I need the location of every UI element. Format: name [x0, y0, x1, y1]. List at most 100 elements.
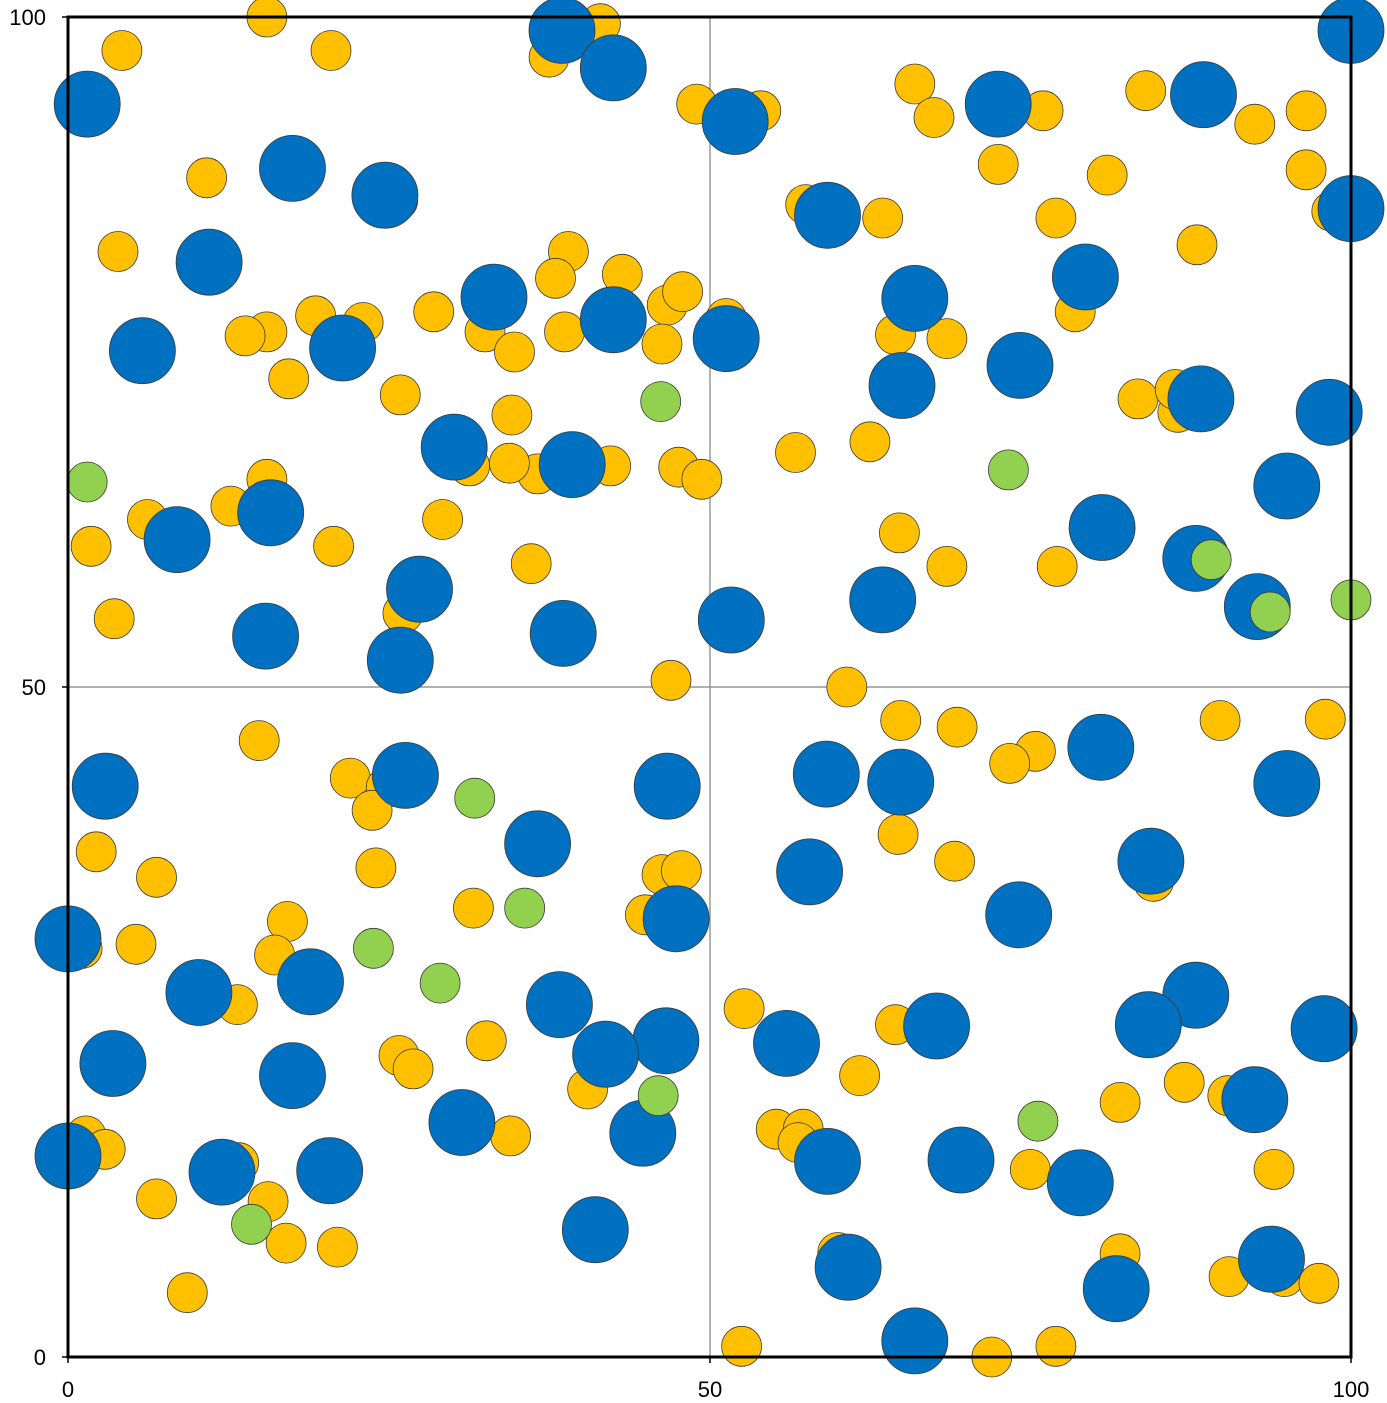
- data-point-bubble: [640, 381, 682, 423]
- data-point-bubble: [926, 318, 968, 360]
- data-point-bubble: [232, 602, 300, 670]
- data-point-bubble: [452, 887, 494, 929]
- data-point-bubble: [143, 506, 211, 573]
- data-point-bubble: [723, 988, 765, 1029]
- data-point-bubble: [1046, 1149, 1114, 1217]
- data-point-bubble: [186, 157, 228, 199]
- data-point-bubble: [650, 659, 692, 701]
- data-point-bubble: [1067, 713, 1135, 781]
- data-point-bubble: [849, 566, 917, 634]
- data-point-bubble: [165, 959, 233, 1026]
- data-point-bubble: [265, 1222, 307, 1264]
- data-point-bubble: [881, 1307, 949, 1375]
- data-point-bubble: [894, 63, 936, 105]
- data-point-bubble: [136, 856, 177, 898]
- data-point-bubble: [561, 1196, 629, 1264]
- data-point-bubble: [868, 352, 936, 419]
- data-point-bubble: [1167, 365, 1235, 433]
- data-point-bubble: [237, 479, 305, 547]
- data-point-bubble: [1176, 224, 1218, 266]
- data-point-bubble: [1190, 539, 1232, 581]
- data-point-bubble: [535, 257, 576, 299]
- data-point-bubble: [692, 305, 760, 373]
- x-tick-label: 100: [1333, 1377, 1370, 1402]
- data-point-bubble: [826, 666, 868, 708]
- data-point-bubble: [880, 700, 922, 741]
- data-point-bubble: [1234, 103, 1276, 145]
- data-point-bubble: [420, 413, 488, 481]
- data-point-bubble: [1009, 1149, 1051, 1190]
- data-point-bubble: [579, 286, 647, 354]
- data-point-bubble: [641, 323, 683, 365]
- data-point-bubble: [867, 748, 935, 816]
- data-point-bubble: [913, 97, 955, 138]
- data-point-bubble: [1253, 750, 1321, 817]
- data-point-bubble: [71, 752, 139, 820]
- data-point-bubble: [849, 421, 891, 463]
- data-point-bubble: [881, 264, 949, 332]
- data-point-bubble: [259, 1042, 326, 1109]
- data-point-bubble: [75, 831, 117, 873]
- data-point-bubble: [175, 228, 243, 296]
- data-point-bubble: [1114, 991, 1182, 1059]
- data-point-bubble: [422, 499, 464, 540]
- data-point-bubble: [1298, 1262, 1340, 1304]
- data-point-bubble: [454, 777, 496, 819]
- data-point-bubble: [355, 847, 397, 889]
- data-point-bubble: [1117, 378, 1159, 420]
- data-point-bubble: [313, 525, 355, 567]
- data-point-bubble: [926, 546, 968, 587]
- data-point-bubble: [1125, 70, 1167, 112]
- data-point-bubble: [632, 1007, 700, 1075]
- data-point-bubble: [936, 706, 978, 748]
- data-point-bubble: [1099, 1082, 1141, 1123]
- data-point-bubble: [97, 231, 139, 272]
- data-point-bubble: [296, 1137, 364, 1205]
- data-point-bubble: [660, 850, 702, 891]
- data-point-bubble: [1238, 1225, 1305, 1293]
- data-point-bubble: [662, 271, 703, 313]
- data-point-bubble: [794, 1128, 861, 1195]
- data-point-bubble: [351, 161, 419, 229]
- data-point-bubble: [697, 586, 765, 654]
- data-point-bubble: [419, 962, 461, 1004]
- data-point-bubble: [504, 887, 546, 929]
- data-point-bubble: [1017, 1100, 1059, 1142]
- data-point-bubble: [579, 34, 647, 102]
- data-point-bubble: [1086, 154, 1128, 196]
- data-point-bubble: [814, 1233, 882, 1301]
- x-tick-label: 0: [62, 1377, 74, 1402]
- data-point-bubble: [259, 134, 326, 202]
- y-tick-label: 50: [22, 675, 46, 700]
- data-point-bubble: [238, 720, 280, 761]
- data-point-bubble: [1285, 149, 1327, 191]
- data-point-bubble: [316, 1226, 358, 1268]
- data-point-bubble: [753, 1010, 820, 1077]
- data-point-bubble: [379, 374, 421, 416]
- data-point-bubble: [310, 30, 352, 71]
- data-point-bubble: [510, 543, 552, 585]
- data-point-bubble: [79, 1030, 147, 1097]
- data-point-bubble: [491, 394, 533, 436]
- data-point-bubble: [862, 197, 904, 239]
- data-point-bubble: [1163, 1061, 1205, 1103]
- data-point-bubble: [231, 1203, 272, 1245]
- data-point-bubble: [1068, 494, 1136, 561]
- data-point-bubble: [572, 1020, 639, 1088]
- data-point-bubble: [460, 263, 528, 331]
- data-point-bubble: [1304, 698, 1346, 740]
- data-point-bubble: [988, 449, 1029, 491]
- data-point-bubble: [93, 598, 135, 640]
- data-point-bubble: [637, 1075, 679, 1117]
- data-point-bubble: [224, 315, 266, 357]
- data-point-bubble: [488, 442, 530, 484]
- data-point-bubble: [1170, 61, 1237, 129]
- data-point-bubble: [986, 331, 1054, 399]
- data-point-bubble: [277, 948, 344, 1016]
- data-point-bubble: [681, 458, 723, 500]
- y-axis: 0 50 100: [9, 5, 68, 1370]
- data-point-bubble: [1290, 995, 1358, 1063]
- data-point-bubble: [371, 742, 439, 809]
- y-tick-label: 100: [9, 5, 46, 30]
- data-point-bubble: [934, 840, 975, 882]
